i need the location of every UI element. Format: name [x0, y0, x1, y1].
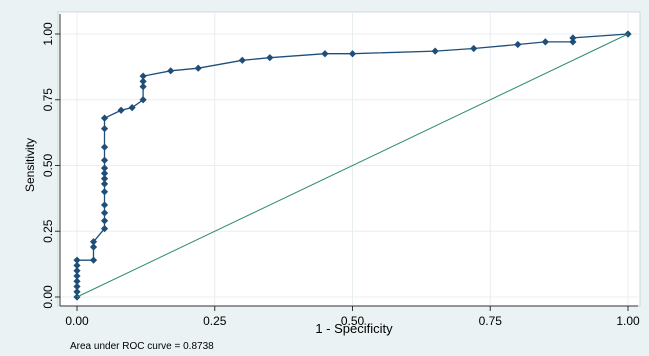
roc-point-39: [541, 38, 549, 46]
roc-point-11: [100, 225, 109, 233]
y-tick-labels: 0.00 0.25 0.50 0.75 1.00: [41, 22, 55, 309]
roc-point-37: [470, 44, 478, 53]
plot-area: [57, 11, 641, 307]
roc-point-28: [139, 77, 147, 85]
reference-line: [76, 33, 629, 298]
roc-point-10: [89, 238, 98, 246]
x-tick-label-1: 0.25: [203, 314, 227, 328]
y-axis-label: Sensitivity: [23, 138, 37, 192]
roc-point-5: [73, 267, 81, 275]
roc-point-19: [100, 164, 109, 172]
x-tick-label-0: 0.00: [65, 314, 89, 328]
x-tick-label-2: 0.50: [341, 314, 365, 328]
roc-point-9: [89, 243, 98, 251]
x-tick-label-4: 1.00: [616, 314, 640, 328]
roc-point-15: [100, 188, 109, 196]
roc-point-29: [139, 72, 147, 80]
y-tick-label-3: 0.75: [41, 88, 55, 112]
roc-point-14: [100, 201, 109, 209]
roc-point-18: [100, 169, 109, 177]
roc-point-30: [167, 67, 175, 75]
y-tick-label-1: 0.25: [41, 219, 55, 243]
roc-point-17: [100, 175, 109, 183]
roc-point-36: [431, 47, 439, 55]
x-tick-label-3: 0.75: [479, 314, 503, 328]
roc-point-13: [100, 209, 109, 217]
roc-point-3: [73, 277, 81, 285]
roc-point-31: [194, 64, 202, 72]
roc-point-7: [73, 256, 81, 264]
y-tick-label-0: 0.00: [41, 285, 55, 309]
roc-point-6: [73, 261, 81, 270]
roc-point-21: [100, 143, 109, 151]
roc-point-24: [117, 106, 125, 114]
x-axis-label: 1 - Specificity: [315, 321, 393, 336]
roc-point-26: [139, 96, 147, 104]
roc-point-27: [139, 83, 147, 91]
roc-point-23: [100, 114, 109, 122]
roc-point-22: [100, 125, 109, 133]
roc-point-16: [100, 180, 109, 188]
roc-point-20: [100, 156, 109, 164]
roc-point-1: [73, 288, 81, 296]
y-tick-label-4: 1.00: [41, 22, 55, 46]
roc-point-4: [73, 272, 81, 280]
roc-point-35: [348, 50, 357, 58]
roc-point-8: [89, 256, 98, 264]
roc-point-38: [514, 40, 522, 49]
roc-point-41: [569, 34, 577, 42]
gridlines: [58, 12, 640, 306]
roc-point-40: [569, 38, 577, 46]
x-tick-labels: 0.00 0.25 0.50 0.75 1.00: [65, 314, 640, 328]
y-tick-label-2: 0.50: [41, 153, 55, 177]
series-layer: [73, 30, 632, 301]
roc-point-33: [266, 54, 274, 62]
roc-point-34: [321, 50, 329, 58]
auc-note: Area under ROC curve = 0.8738: [70, 341, 214, 352]
roc-point-2: [73, 282, 81, 291]
roc-point-25: [128, 104, 136, 112]
roc-point-12: [100, 217, 109, 225]
axes: [55, 14, 638, 311]
roc-point-32: [238, 56, 246, 64]
